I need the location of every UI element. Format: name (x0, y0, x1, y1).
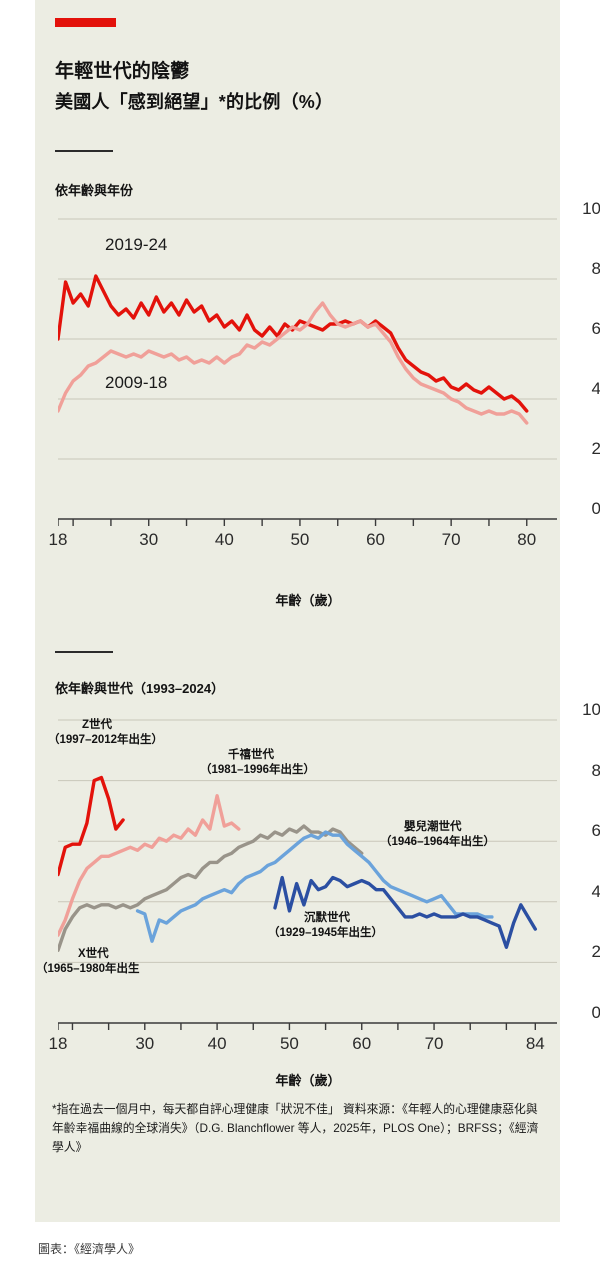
brand-rule (55, 18, 116, 27)
series-line-2019-24 (58, 274, 529, 413)
x-tick-label: 40 (207, 1034, 227, 1053)
series-line-嬰兒潮世代 (135, 830, 494, 943)
panel2-x-axis-title: 年齡（歲） (275, 1073, 341, 1088)
gen-label-gen-x: X世代 （1965–1980年出生 (36, 947, 140, 977)
series-label-2009-18: 2009-18 (105, 373, 168, 392)
chart-by-age-and-generation (58, 700, 557, 1045)
gen-label-silent: 沉默世代 （1929–1945年出生） (268, 911, 383, 941)
series-line-X世代 (58, 824, 364, 952)
gen-label-gen-z: Z世代 （1997–2012年出生） (48, 718, 163, 748)
x-tick-label: 30 (135, 1034, 155, 1053)
x-tick-label: 60 (352, 1034, 372, 1053)
series-line-沉默世代 (273, 875, 537, 949)
gen-label-gen-z-name: Z世代 (82, 719, 113, 731)
x-tick-label: 18 (48, 1034, 68, 1053)
y-tick-label: 8 (591, 259, 600, 278)
y-tick-label: 6 (591, 319, 600, 338)
gen-label-silent-years: （1929–1945年出生） (268, 927, 384, 939)
panel2-title: 依年齡與世代（1993–2024） (55, 681, 225, 696)
footnote: *指在過去一個月中，每天都自評心理健康「狀況不佳」 資料來源：《年輕人的心理健康… (52, 1102, 539, 1154)
gen-label-gen-x-years: （1965–1980年出生 (36, 963, 140, 975)
chart-by-age-and-year (58, 200, 557, 540)
series-label-2019-24: 2019-24 (105, 235, 168, 254)
page-subtitle: 美國人「感到絕望」*的比例（%） (55, 92, 334, 112)
y-tick-label: 4 (591, 379, 600, 398)
y-tick-label: 6 (591, 821, 600, 841)
y-tick-label: 10 (582, 700, 600, 719)
gen-label-gen-z-years: （1997–2012年出生） (48, 734, 164, 746)
x-tick-label: 84 (525, 1034, 545, 1053)
y-tick-label: 4 (591, 881, 600, 901)
x-tick-label: 18 (48, 530, 68, 549)
page-title: 年輕世代的陰鬱 (55, 61, 190, 82)
chart-card (35, 0, 560, 1222)
x-tick-label: 30 (139, 530, 159, 549)
y-tick-label: 2 (591, 942, 600, 962)
x-tick-label: 70 (441, 530, 461, 549)
y-tick-label: 0 (591, 499, 600, 518)
series-line-Z世代 (58, 775, 125, 877)
gen-label-gen-x-name: X世代 (78, 948, 109, 960)
panel1-title: 依年齡與年份 (55, 183, 134, 198)
y-tick-label: 2 (591, 439, 600, 458)
panel1-x-axis-title: 年齡（歲） (275, 593, 341, 608)
x-tick-label: 70 (424, 1034, 444, 1053)
gen-label-millennial-name: 千禧世代 (228, 749, 274, 761)
panel1-divider (55, 150, 113, 152)
x-tick-label: 50 (279, 1034, 299, 1053)
x-tick-label: 50 (290, 530, 310, 549)
series-line-2009-18 (58, 301, 529, 425)
gen-label-silent-name: 沉默世代 (304, 912, 350, 924)
x-tick-label: 80 (517, 530, 537, 549)
series-line-千禧世代 (58, 794, 241, 937)
gen-label-boomer-years: （1946–1964年出生） (380, 836, 496, 848)
y-tick-label: 0 (591, 1003, 600, 1022)
panel2-divider (55, 651, 113, 653)
gen-label-boomer: 嬰兒潮世代 （1946–1964年出生） (380, 820, 495, 850)
gen-label-millennial-years: （1981–1996年出生） (200, 764, 316, 776)
gen-label-millennial: 千禧世代 （1981–1996年出生） (200, 748, 315, 778)
x-tick-label: 40 (214, 530, 234, 549)
y-tick-label: 8 (591, 760, 600, 780)
y-tick-label: 10 (582, 199, 600, 218)
credit: 圖表：《經濟學人》 (38, 1242, 141, 1256)
gen-label-boomer-name: 嬰兒潮世代 (404, 821, 462, 833)
x-tick-label: 60 (366, 530, 385, 549)
